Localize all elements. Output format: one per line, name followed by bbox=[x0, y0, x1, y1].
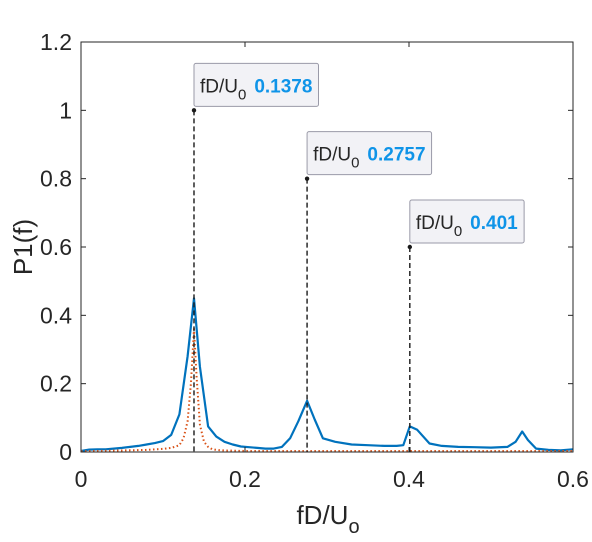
series-line-1 bbox=[80, 297, 574, 453]
datatip-2[interactable]: fD/U0 0.2757 bbox=[306, 131, 433, 176]
datatip-value-1: 0.1378 bbox=[254, 76, 312, 97]
x-tick-label-3: 0.6 bbox=[557, 466, 589, 492]
datatip-3[interactable]: fD/U0 0.401 bbox=[409, 199, 525, 244]
y-tick-label-3: 0.6 bbox=[40, 234, 72, 260]
x-axis-label: fD/Uo bbox=[296, 500, 359, 538]
datatip-box-1 bbox=[193, 62, 319, 107]
x-tick-label-0: 0 bbox=[75, 466, 88, 492]
datatip-marker-3 bbox=[407, 244, 413, 250]
datatip-box-2 bbox=[306, 131, 433, 176]
datatip-label-subscript-3: 0 bbox=[454, 223, 462, 240]
datatip-label-subscript-1: 0 bbox=[238, 86, 246, 103]
datatip-text-3: fD/U0 0.401 bbox=[416, 213, 518, 240]
x-tick-label-2: 0.4 bbox=[393, 466, 425, 492]
datatip-value-3: 0.401 bbox=[470, 213, 518, 234]
y-tick-label-6: 1.2 bbox=[40, 29, 72, 55]
datatip-marker-2 bbox=[304, 176, 310, 181]
datatip-1[interactable]: fD/U0 0.1378 bbox=[193, 62, 319, 107]
plot-area bbox=[81, 42, 573, 452]
datatip-label-subscript-2: 0 bbox=[351, 155, 359, 172]
x-axis-label-main: fD/U bbox=[296, 500, 348, 530]
axes: 0 0.2 0.4 0.6 0 0.2 0.4 0.6 0.8 1 1.2 bbox=[40, 29, 589, 492]
y-tick-label-2: 0.4 bbox=[40, 302, 72, 328]
y-tick-label-0: 0 bbox=[59, 439, 72, 465]
datatip-marker-1 bbox=[191, 108, 197, 113]
series-layer bbox=[80, 297, 574, 453]
datatip-label-1: fD/U bbox=[200, 76, 238, 97]
datatip-text-2: fD/U0 0.2757 bbox=[313, 145, 425, 172]
datatip-label-2: fD/U bbox=[313, 145, 351, 166]
datatip-box-3 bbox=[409, 199, 525, 244]
datatip-value-2: 0.2757 bbox=[367, 145, 425, 166]
datatip-label-3: fD/U bbox=[416, 213, 454, 234]
y-tick-label-4: 0.8 bbox=[40, 166, 72, 192]
plot-background bbox=[81, 42, 573, 452]
axis-labels: fD/Uo P1(f) bbox=[8, 219, 360, 538]
datatip-text-1: fD/U0 0.1378 bbox=[200, 76, 312, 103]
y-tick-label-1: 0.2 bbox=[40, 371, 72, 397]
y-tick-label-5: 1 bbox=[59, 97, 72, 123]
y-axis-label: P1(f) bbox=[8, 219, 38, 275]
x-tick-label-1: 0.2 bbox=[229, 466, 261, 492]
x-axis-label-subscript: o bbox=[348, 516, 359, 538]
